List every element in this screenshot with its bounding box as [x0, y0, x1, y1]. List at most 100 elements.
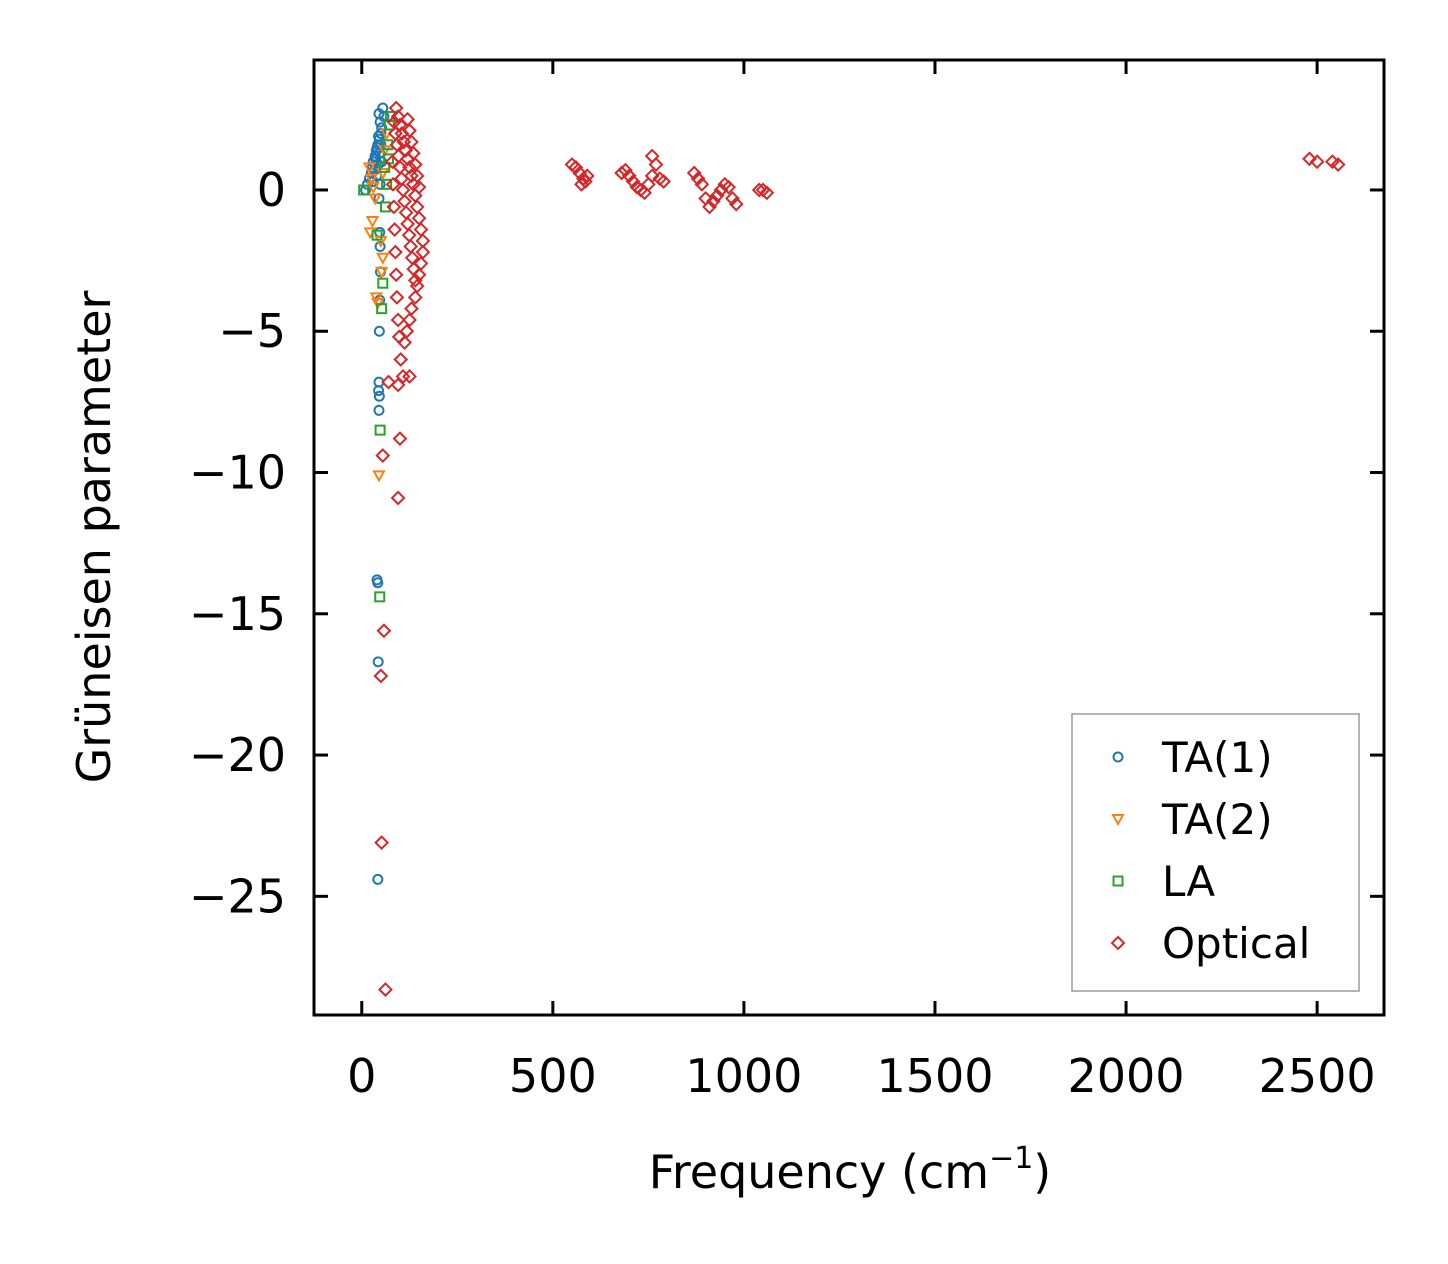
data-point: [381, 374, 396, 390]
data-point: [402, 369, 417, 384]
data-point: [1302, 151, 1317, 167]
x-tick-label: 2500: [1259, 1049, 1376, 1103]
data-point: [725, 191, 740, 206]
data-point: [759, 185, 775, 201]
data-point: [368, 193, 382, 206]
data-point: [404, 168, 419, 184]
data-point: [392, 431, 408, 447]
data-point: [385, 176, 401, 192]
data-point: [388, 100, 404, 116]
data-point: [713, 182, 729, 198]
data-point: [375, 448, 391, 463]
data-point: [402, 312, 417, 328]
data-point: [376, 168, 390, 181]
data-point: [694, 176, 710, 192]
data-point: [411, 179, 427, 195]
data-point: [372, 656, 384, 668]
data-point: [390, 490, 406, 506]
legend-label: TA(1): [1161, 733, 1273, 782]
data-point: [1330, 157, 1346, 172]
data-point: [378, 982, 393, 997]
x-axis-label-superscript: −1: [989, 1141, 1033, 1176]
data-point: [373, 385, 385, 397]
data-point: [369, 292, 383, 305]
data-point: [625, 174, 641, 189]
legend: TA(1) TA(2) LA Optical: [1071, 713, 1360, 992]
legend-entry: LA: [1112, 857, 1215, 906]
data-point: [656, 174, 672, 189]
data-point: [386, 199, 402, 215]
data-point: [407, 272, 423, 288]
data-point: [362, 162, 377, 175]
legend-marker: [1110, 935, 1126, 951]
data-point: [377, 145, 392, 158]
data-point: [614, 165, 630, 181]
legend-marker: [1112, 751, 1124, 763]
data-point: [390, 312, 406, 328]
data-point: [373, 390, 385, 402]
legend-label: LA: [1162, 857, 1215, 906]
data-point: [373, 325, 385, 337]
data-point: [394, 126, 410, 141]
legend-entries: TA(1) TA(2) LA Optical: [1110, 733, 1310, 968]
legend-entry: TA(2): [1111, 795, 1273, 844]
y-tick-label: −25: [189, 869, 286, 923]
data-point: [568, 159, 584, 175]
data-point: [376, 623, 392, 639]
data-point: [373, 404, 385, 416]
data-point: [755, 182, 771, 198]
data-point: [395, 369, 411, 384]
x-tick-label: 1000: [685, 1049, 802, 1103]
x-axis-label: Frequency (cm−1): [649, 1141, 1052, 1199]
data-point: [372, 873, 384, 885]
data-point: [365, 216, 380, 229]
data-point: [644, 168, 660, 184]
x-tick-label: 1500: [876, 1049, 993, 1103]
data-point: [374, 178, 386, 190]
plot-frame: [312, 58, 1386, 1017]
y-tick-label: −15: [189, 587, 286, 641]
data-point: [391, 329, 407, 345]
data-point: [407, 289, 423, 305]
data-point: [644, 148, 660, 164]
data-point: [1309, 154, 1325, 170]
data-point: [377, 277, 389, 289]
data-point: [574, 176, 589, 192]
data-point: [358, 184, 370, 196]
points-layer: [358, 100, 1346, 997]
data-point: [379, 201, 391, 213]
data-point: [393, 352, 409, 367]
x-axis-label-end: ): [1033, 1145, 1051, 1199]
ticks-layer: 0 500 1000 1500 2000 2500 0 −5 −10 −15 −20 −25: [189, 60, 1384, 1103]
data-point: [686, 165, 702, 181]
data-point: [376, 303, 388, 315]
data-point: [387, 222, 403, 237]
series-ta-1-: [360, 102, 390, 885]
data-point: [376, 252, 390, 265]
data-point: [705, 193, 721, 209]
data-point: [374, 835, 390, 851]
data-point: [751, 182, 767, 198]
data-point: [366, 182, 380, 195]
data-point: [384, 154, 400, 170]
x-tick-label: 0: [347, 1049, 376, 1103]
data-point: [577, 174, 593, 189]
series-optical: [373, 100, 1346, 997]
legend-marker: [1112, 875, 1124, 887]
series-ta-2-: [362, 128, 394, 483]
data-point: [388, 267, 404, 283]
data-point: [728, 196, 744, 212]
x-tick-label: 500: [509, 1049, 597, 1103]
legend-marker: [1111, 814, 1125, 827]
data-point: [390, 109, 406, 124]
data-point: [372, 470, 386, 483]
legend-label: TA(2): [1161, 795, 1273, 844]
y-tick-label: −10: [189, 446, 286, 500]
data-point: [402, 159, 417, 175]
data-point: [374, 591, 386, 603]
x-tick-label: 2000: [1068, 1049, 1185, 1103]
y-tick-label: −20: [189, 728, 286, 782]
y-tick-label: −5: [218, 304, 286, 358]
